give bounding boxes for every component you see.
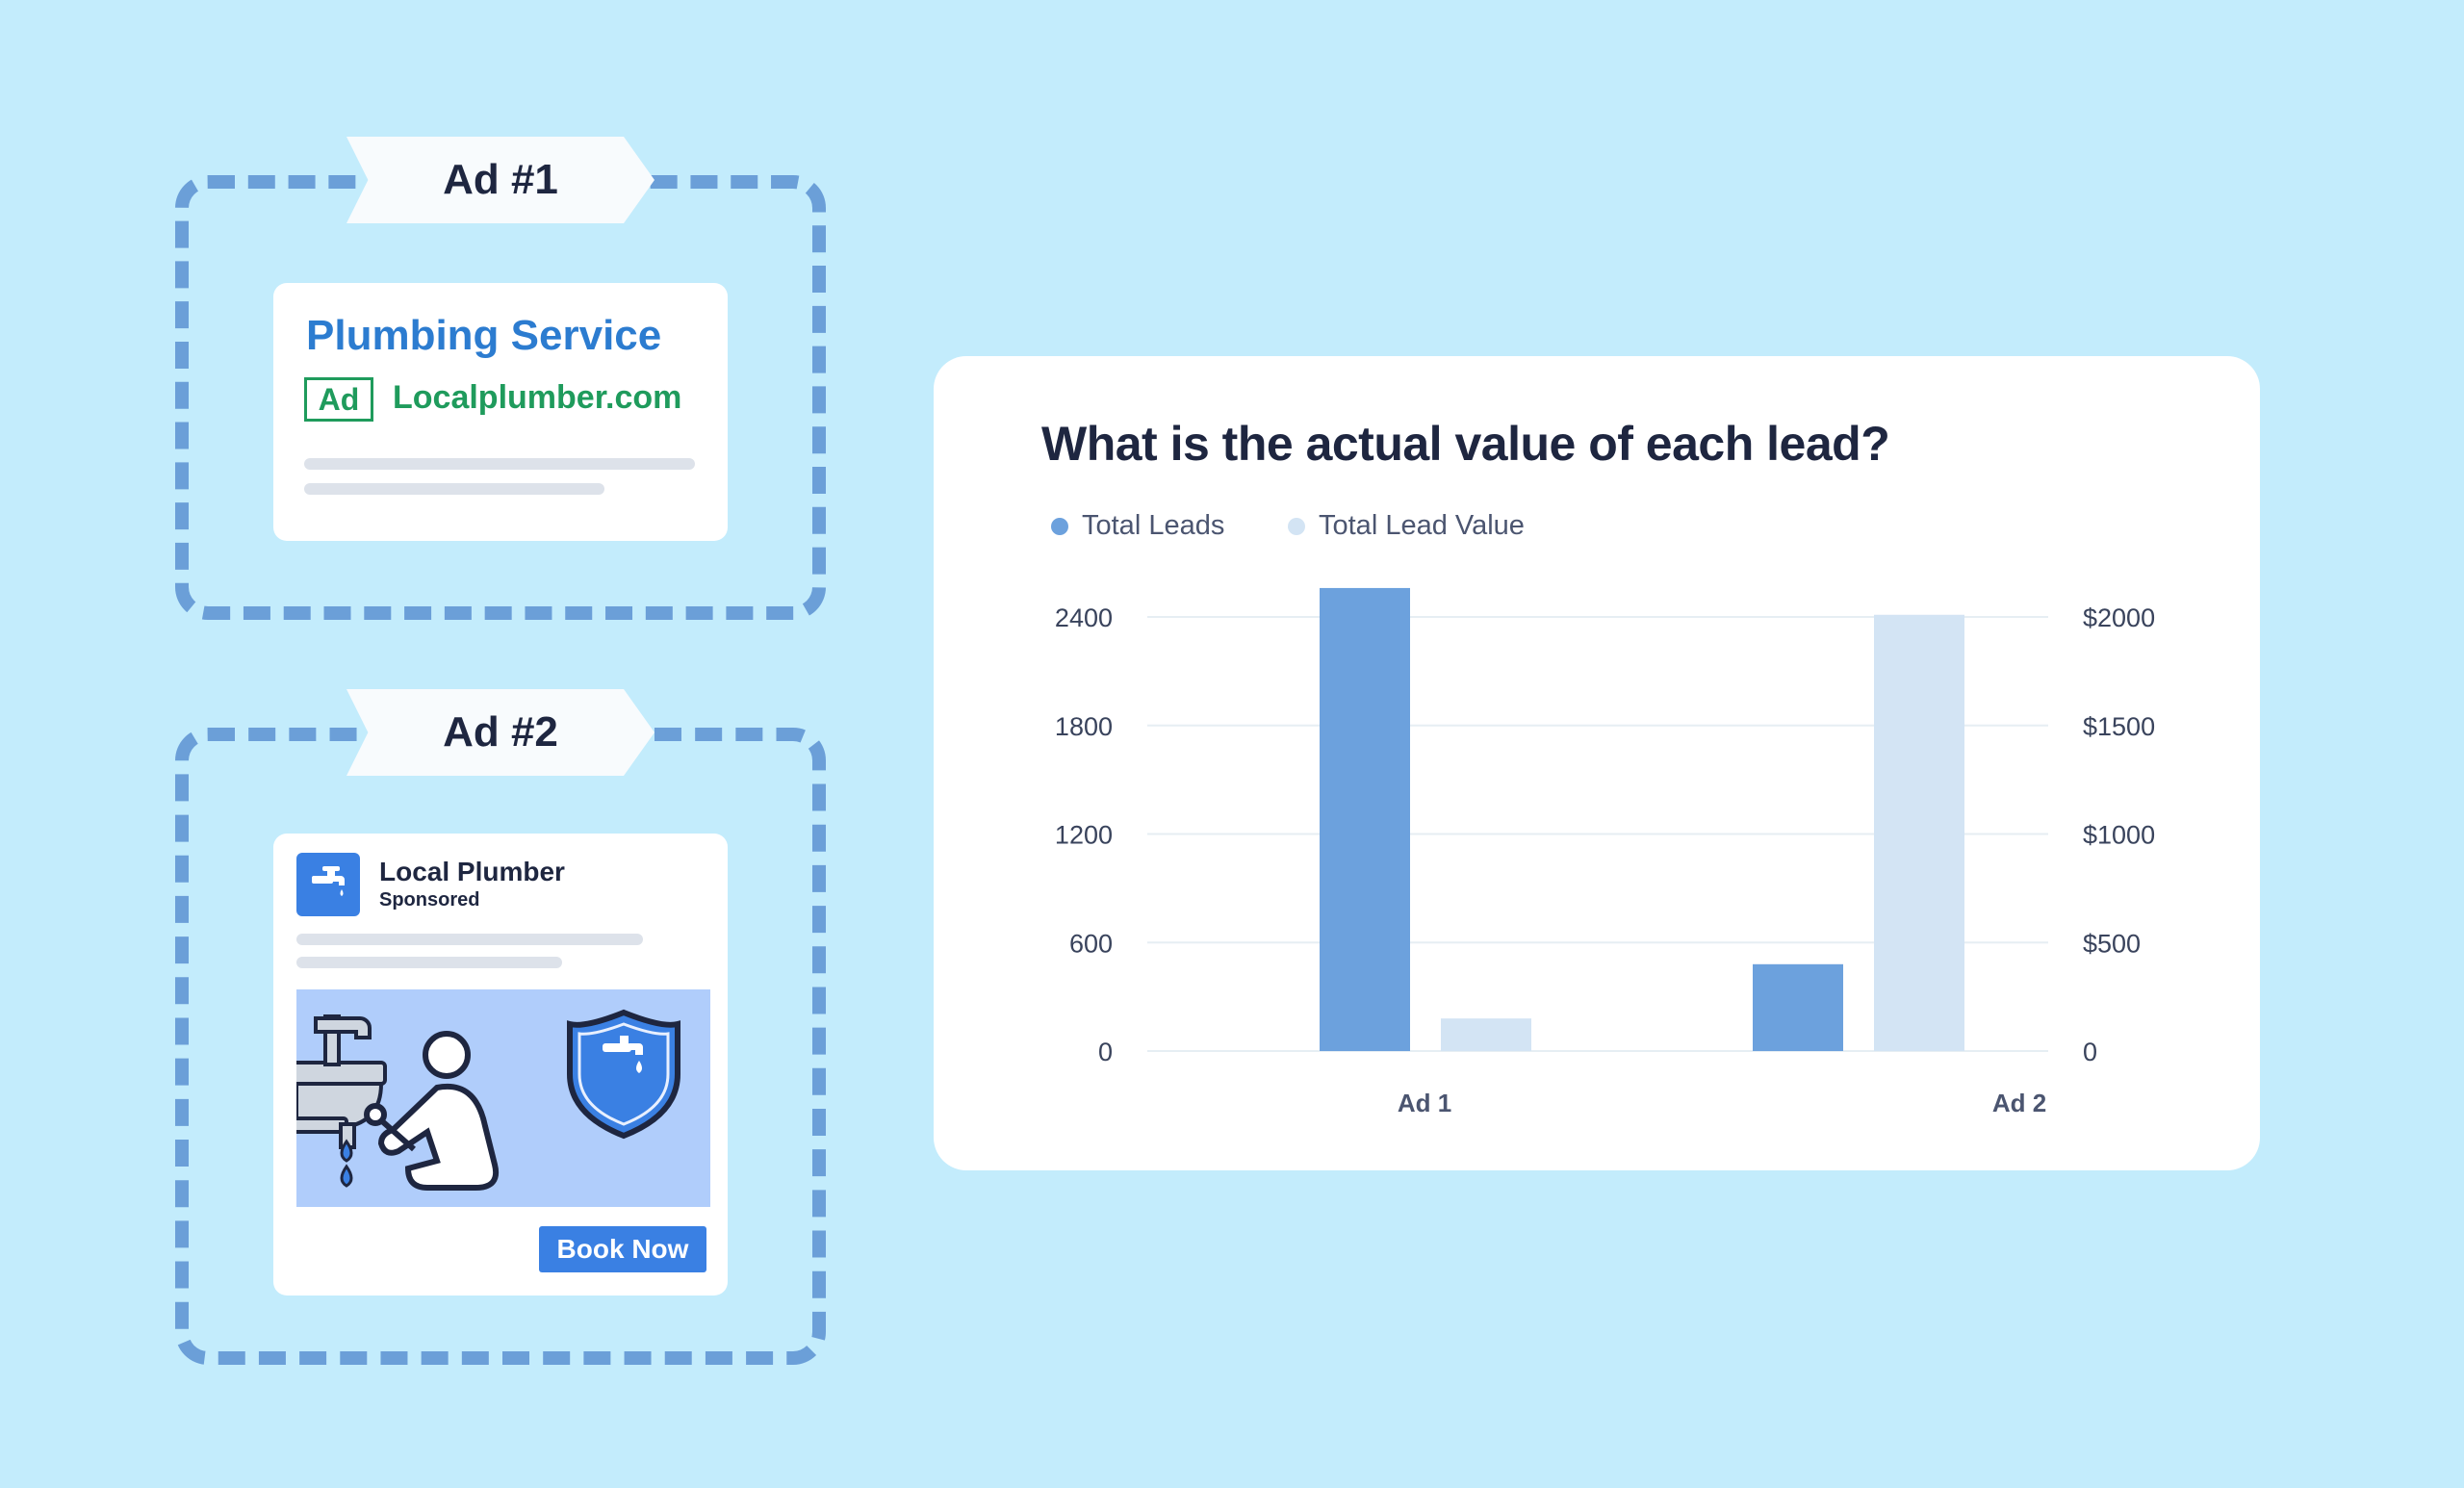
right-tick-label: $500 (2083, 929, 2141, 958)
bar-chart: 0 600 1200 1800 2400 0 $500 $1000 $1500 $2000 Ad 1… (1055, 587, 2155, 1117)
left-tick-label: 2400 (1055, 603, 1113, 632)
right-tick-label: 0 (2083, 1038, 2097, 1066)
left-tick-label: 600 (1069, 929, 1113, 958)
sink-icon (296, 1014, 387, 1149)
placeholder-text-line (304, 458, 695, 470)
placeholder-text-line (296, 957, 562, 968)
book-now-button[interactable]: Book Now (539, 1226, 706, 1272)
legend-dot-total-leads (1051, 517, 1068, 535)
category-label: Ad 2 (1992, 1089, 2046, 1117)
legend-total-leads: Total Leads (1051, 510, 1224, 542)
category-label: Ad 1 (1398, 1089, 1451, 1117)
sponsored-label: Sponsored (379, 889, 480, 911)
legend-total-lead-value: Total Lead Value (1288, 510, 1525, 542)
placeholder-text-line (304, 483, 604, 495)
plumber-icon (364, 1031, 499, 1191)
left-tick-label: 1200 (1055, 821, 1113, 850)
legend-label-total-leads: Total Leads (1082, 510, 1225, 541)
bar-total-leads-ad-2 (1753, 963, 1843, 1051)
ad2-frame (175, 728, 826, 1365)
search-ad-headline[interactable]: Plumbing Service (306, 312, 662, 359)
search-ad-domain[interactable]: Localplumber.com (393, 379, 682, 416)
bar-total-leads-ad-1 (1320, 587, 1410, 1051)
page-name[interactable]: Local Plumber (379, 857, 565, 886)
ad2-label: Ad #2 (346, 689, 654, 776)
right-tick-label: $1000 (2083, 821, 2155, 850)
shield-icon (567, 1009, 680, 1140)
search-ad-card[interactable]: Plumbing Service Ad Localplumber.com (273, 283, 728, 541)
water-drop-icon (340, 1164, 353, 1188)
left-tick-label: 0 (1098, 1038, 1113, 1066)
faucet-icon (312, 866, 345, 896)
ad-badge: Ad (304, 377, 373, 422)
legend-label-total-lead-value: Total Lead Value (1319, 510, 1525, 541)
chart-title: What is the actual value of each lead? (1041, 417, 1890, 471)
ad1-frame (175, 175, 826, 620)
chart-card: What is the actual value of each lead? T… (934, 356, 2260, 1170)
legend-dot-total-lead-value (1288, 517, 1305, 535)
ad1-label: Ad #1 (346, 137, 654, 223)
bar-total-lead-value-ad-2 (1874, 614, 1964, 1051)
plumber-illustration (296, 989, 710, 1207)
placeholder-text-line (296, 934, 643, 945)
social-ad-card[interactable]: Local Plumber Sponsored (273, 834, 728, 1296)
right-tick-label: $1500 (2083, 712, 2155, 741)
faucet-icon (296, 853, 360, 916)
bar-total-lead-value-ad-1 (1441, 1018, 1531, 1051)
left-tick-label: 1800 (1055, 712, 1113, 741)
right-tick-label: $2000 (2083, 603, 2155, 632)
water-drop-icon (340, 1139, 353, 1163)
